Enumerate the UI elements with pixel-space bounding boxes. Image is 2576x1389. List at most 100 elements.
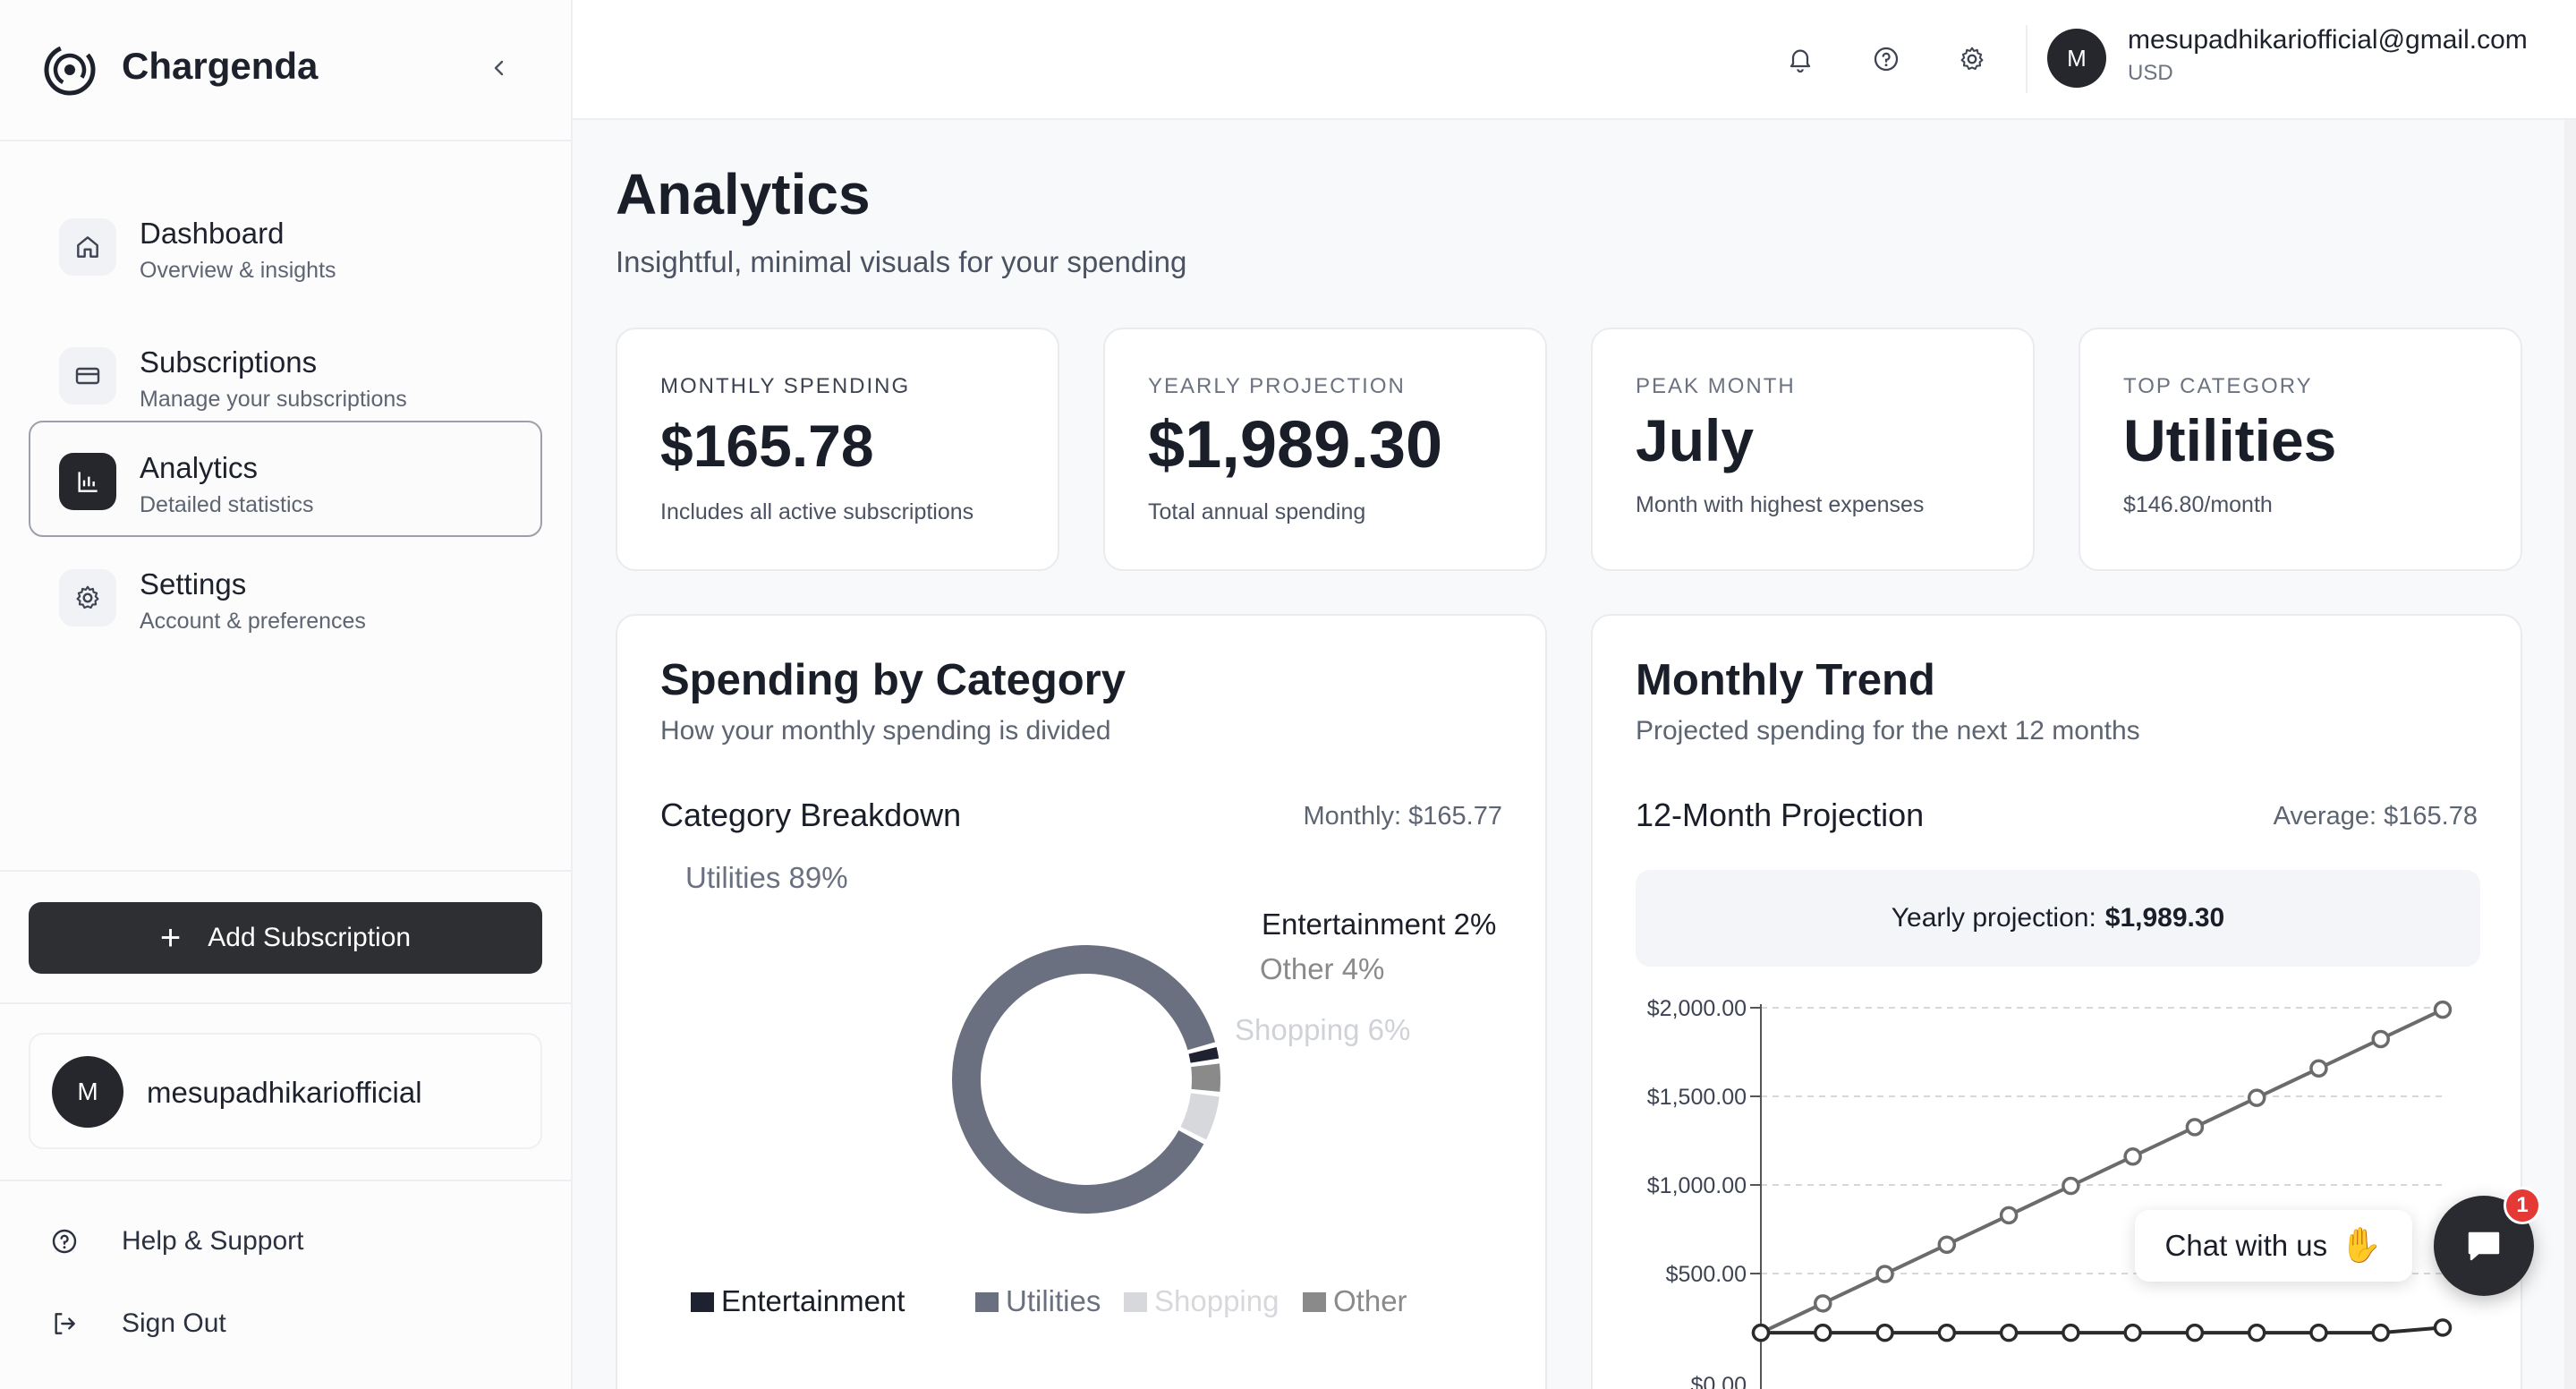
waving-hand-icon: ✋: [2340, 1227, 2383, 1265]
stat-card-monthly-spending: MONTHLY SPENDING $165.78 Includes all ac…: [616, 328, 1059, 571]
donut-slice-shopping: [1180, 1093, 1220, 1140]
add-subscription-label: Add Subscription: [208, 923, 412, 952]
add-subscription-button[interactable]: + Add Subscription: [29, 902, 542, 974]
user-card[interactable]: M mesupadhikariofficial: [29, 1033, 542, 1149]
gear-icon[interactable]: [1952, 39, 1992, 79]
sidebar-item-title: Dashboard: [140, 217, 285, 250]
stat-note: Month with highest expenses: [1636, 492, 1925, 517]
average-value: Average: $165.78: [2273, 802, 2478, 831]
data-point: [2433, 1000, 2453, 1019]
avatar: M: [52, 1056, 123, 1128]
collapse-sidebar-chevron-left-icon[interactable]: [481, 50, 517, 86]
divider: [2026, 25, 2028, 93]
legend-label: Utilities: [1006, 1284, 1101, 1317]
help-circle-icon[interactable]: [1866, 39, 1906, 79]
cumulative-series-line: [1760, 1008, 2444, 1334]
top-bar: M mesupadhikariofficial@gmail.com USD: [573, 0, 2576, 120]
page-subtitle: Insightful, minimal visuals for your spe…: [616, 245, 1187, 278]
sign-out-icon: [48, 1308, 81, 1340]
stat-note: $146.80/month: [2123, 492, 2273, 517]
donut-slice-utilities: [952, 945, 1216, 1214]
bell-icon[interactable]: [1781, 39, 1820, 79]
data-point: [1999, 1206, 2019, 1225]
chat-bubble-icon: [2468, 1231, 2500, 1261]
sign-out-label: Sign Out: [122, 1308, 226, 1338]
sidebar-item-title: Subscriptions: [140, 345, 318, 379]
donut-slice-label: Shopping 6%: [1235, 1013, 1410, 1046]
data-point: [2062, 1176, 2080, 1196]
sidebar-item-subtitle: Overview & insights: [140, 258, 336, 283]
donut-slice-entertainment: [1188, 1046, 1220, 1063]
sidebar-item-subscriptions[interactable]: Subscriptions Manage your subscriptions: [29, 315, 542, 431]
scrollbar[interactable]: [2564, 120, 2576, 1389]
stat-label: TOP CATEGORY: [2123, 374, 2313, 398]
data-point: [2123, 1146, 2142, 1166]
stat-label: PEAK MONTH: [1636, 374, 1796, 398]
divider: [0, 1180, 571, 1181]
panel-heading: Category Breakdown: [660, 797, 962, 833]
user-email: mesupadhikariofficial@gmail.com: [2128, 25, 2528, 55]
help-circle-icon: [48, 1225, 81, 1257]
data-point: [2433, 1318, 2453, 1337]
legend-swatch: [975, 1292, 999, 1312]
sidebar-item-title: Settings: [140, 567, 247, 601]
data-point: [2309, 1323, 2328, 1342]
avatar[interactable]: M: [2047, 29, 2106, 88]
stat-label: YEARLY PROJECTION: [1148, 374, 1406, 398]
stat-label: MONTHLY SPENDING: [660, 374, 911, 398]
panel-title: Monthly Trend: [1636, 656, 1935, 704]
gear-icon: [59, 569, 116, 626]
sidebar-item-title: Analytics: [140, 451, 259, 484]
y-tick-label: $1,000.00: [1647, 1173, 1747, 1198]
data-point: [2123, 1323, 2142, 1342]
sidebar-item-subtitle: Manage your subscriptions: [140, 387, 407, 412]
legend-label: Entertainment: [721, 1284, 905, 1317]
data-point: [1875, 1265, 1894, 1283]
panel-title: Spending by Category: [660, 656, 1126, 704]
stat-value: July: [1636, 407, 1755, 473]
data-point: [2371, 1029, 2390, 1049]
monthly-series-line: [1761, 1325, 2444, 1335]
credit-card-icon: [59, 347, 116, 405]
stat-value: Utilities: [2123, 407, 2337, 473]
donut-slice-label: Other 4%: [1260, 952, 1384, 985]
sign-out-link[interactable]: Sign Out: [48, 1301, 226, 1346]
sidebar-item-analytics[interactable]: Analytics Detailed statistics: [29, 421, 542, 537]
y-tick-label: $0.00: [1690, 1373, 1747, 1389]
projection-label: Yearly projection:: [1891, 903, 2096, 933]
yearly-projection-box: Yearly projection: $1,989.30: [1636, 870, 2480, 967]
legend-label: Shopping: [1154, 1284, 1279, 1317]
data-point: [2185, 1118, 2205, 1137]
donut-slice-label: Utilities 89%: [685, 861, 848, 894]
bar-chart-icon: [59, 453, 116, 510]
donut-slice-other: [1191, 1063, 1220, 1092]
stat-note: Includes all active subscriptions: [660, 499, 974, 524]
spending-by-category-panel: Spending by Category How your monthly sp…: [616, 614, 1547, 1389]
legend-swatch: [691, 1292, 714, 1312]
chat-label: Chat with us: [2164, 1229, 2328, 1262]
chargenda-logo-icon[interactable]: [41, 41, 98, 98]
help-support-label: Help & Support: [122, 1226, 304, 1256]
help-support-link[interactable]: Help & Support: [48, 1219, 303, 1264]
currency-label: USD: [2128, 61, 2173, 85]
monthly-total: Monthly: $165.77: [1303, 802, 1502, 831]
chat-with-us-bubble[interactable]: Chat with us ✋: [2135, 1210, 2412, 1282]
y-tick-label: $1,500.00: [1647, 1085, 1747, 1110]
data-point: [2185, 1323, 2205, 1342]
sidebar-item-dashboard[interactable]: Dashboard Overview & insights: [29, 186, 542, 303]
chat-notification-badge: 1: [2504, 1187, 2541, 1224]
y-tick-label: $2,000.00: [1647, 996, 1747, 1021]
data-point: [1814, 1323, 1832, 1342]
data-point: [2371, 1323, 2390, 1342]
legend-swatch: [1303, 1292, 1326, 1312]
stat-card-yearly-projection: YEARLY PROJECTION $1,989.30 Total annual…: [1103, 328, 1547, 571]
sidebar: Chargenda Dashboard Overview & insights …: [0, 0, 573, 1389]
stat-card-peak-month: PEAK MONTH July Month with highest expen…: [1591, 328, 2035, 571]
data-point: [1937, 1323, 1957, 1342]
panel-subtitle: How your monthly spending is divided: [660, 716, 1111, 746]
sidebar-item-settings[interactable]: Settings Account & preferences: [29, 537, 542, 653]
sidebar-header: Chargenda: [0, 0, 571, 141]
brand-name: Chargenda: [122, 45, 319, 87]
plus-icon: +: [159, 918, 182, 958]
stat-value: $1,989.30: [1148, 407, 1443, 481]
